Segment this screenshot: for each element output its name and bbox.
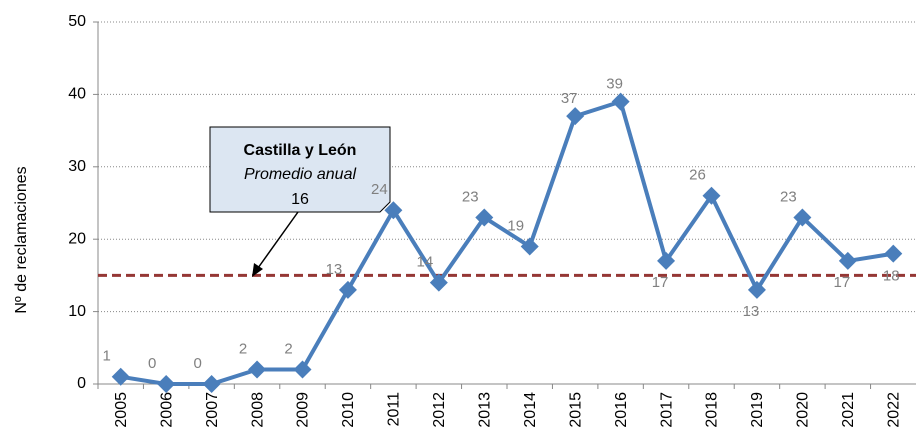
marker bbox=[747, 280, 766, 299]
annotation-value: 16 bbox=[291, 191, 309, 208]
data-label: 0 bbox=[193, 355, 201, 372]
marker bbox=[611, 92, 630, 111]
marker bbox=[793, 208, 812, 227]
x-tick-label: 2006 bbox=[158, 392, 175, 428]
data-label: 39 bbox=[606, 76, 623, 93]
marker bbox=[429, 273, 448, 292]
y-tick-label: 30 bbox=[68, 158, 86, 175]
x-tick-label: 2018 bbox=[704, 392, 721, 428]
annotation-arrowhead bbox=[252, 263, 263, 277]
data-label: 2 bbox=[284, 340, 292, 357]
x-tick-label: 2017 bbox=[658, 392, 675, 428]
data-label: 18 bbox=[883, 268, 900, 285]
x-tick-label: 2010 bbox=[340, 392, 357, 428]
x-tick-label: 2007 bbox=[204, 392, 221, 428]
x-tick-label: 2011 bbox=[386, 392, 403, 427]
marker bbox=[475, 208, 494, 227]
data-label: 1 bbox=[103, 348, 111, 365]
x-tick-label: 2008 bbox=[249, 392, 266, 428]
marker bbox=[157, 375, 176, 393]
data-label: 17 bbox=[652, 274, 669, 291]
annotation-box bbox=[209, 126, 391, 213]
x-tick-label: 2012 bbox=[431, 392, 448, 428]
marker bbox=[838, 251, 857, 270]
x-tick-label: 2009 bbox=[295, 392, 312, 428]
x-tick-label: 2015 bbox=[567, 392, 584, 428]
data-label: 26 bbox=[689, 167, 706, 184]
annotation: Castilla y León Promedio anual 16 bbox=[209, 126, 391, 277]
data-label: 17 bbox=[833, 274, 850, 291]
y-tick-label: 0 bbox=[77, 375, 86, 392]
marker bbox=[248, 360, 267, 379]
marker bbox=[702, 186, 721, 205]
y-tick-label: 50 bbox=[68, 13, 86, 30]
data-label: 2 bbox=[239, 340, 247, 357]
data-label: 0 bbox=[148, 355, 156, 372]
data-label: 23 bbox=[780, 188, 797, 205]
x-tick-label: 2014 bbox=[522, 392, 539, 428]
data-label: 14 bbox=[416, 254, 433, 271]
data-label: 13 bbox=[326, 261, 343, 278]
marker bbox=[520, 237, 539, 256]
marker bbox=[293, 360, 312, 379]
data-label: 13 bbox=[743, 303, 760, 320]
x-tick-label: 2016 bbox=[613, 392, 630, 428]
y-axis-label: Nº de reclamaciones bbox=[13, 166, 30, 313]
marker bbox=[338, 280, 357, 299]
x-tick-label: 2021 bbox=[840, 392, 857, 428]
data-label: 19 bbox=[507, 217, 524, 234]
annotation-title: Castilla y León bbox=[244, 142, 357, 159]
marker bbox=[566, 107, 585, 126]
annotation-arrow bbox=[257, 211, 299, 269]
marker bbox=[111, 367, 130, 386]
data-label: 23 bbox=[462, 188, 479, 205]
y-tick-label: 40 bbox=[68, 86, 86, 103]
x-tick-label: 2020 bbox=[795, 392, 812, 428]
data-label: 24 bbox=[371, 181, 388, 198]
x-tick-label: 2019 bbox=[749, 392, 766, 428]
series-line bbox=[120, 99, 894, 386]
x-tick-label: 2005 bbox=[113, 392, 130, 428]
marker bbox=[884, 244, 903, 263]
data-label: 37 bbox=[561, 90, 578, 107]
annotation-subtitle: Promedio anual bbox=[244, 166, 357, 183]
marker bbox=[202, 375, 221, 393]
marker bbox=[384, 201, 403, 220]
y-tick-label: 20 bbox=[68, 230, 86, 247]
y-tick-label: 10 bbox=[68, 303, 86, 320]
x-tick-label: 2022 bbox=[885, 392, 902, 428]
x-tick-label: 2013 bbox=[476, 392, 493, 428]
marker bbox=[657, 251, 676, 270]
